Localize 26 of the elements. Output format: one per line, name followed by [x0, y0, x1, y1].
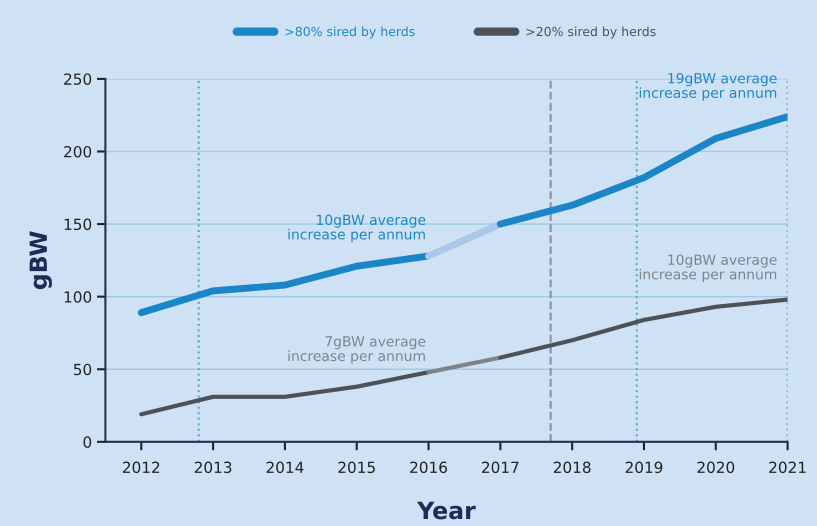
annotation: 10gBW average increase per annum	[288, 214, 426, 242]
x-tick-label: 2013	[194, 462, 232, 474]
x-axis-title: Year	[416, 502, 476, 520]
x-tick-label: 2019	[626, 462, 662, 474]
x-tick-label: 2017	[482, 462, 518, 474]
y-axis-title: gBW	[30, 231, 52, 290]
x-tick-label: 2016	[410, 462, 448, 474]
legend-label: >80% sired by herds	[286, 26, 415, 39]
x-tick-label: 2018	[554, 462, 591, 474]
y-tick-label: 150	[64, 218, 92, 230]
y-tick-label: 50	[74, 364, 92, 376]
y-tick-label: 250	[64, 73, 92, 85]
x-tick-label: 2021	[769, 462, 806, 474]
y-tick-label: 200	[64, 146, 92, 158]
x-tick-label: 2015	[338, 462, 375, 474]
annotation: 10gBW average increase per annum	[640, 254, 777, 282]
line-series	[498, 297, 788, 360]
y-tick-label: 0	[83, 436, 92, 448]
line-series	[139, 370, 431, 416]
annotation: 19gBW average increase per annum	[640, 72, 777, 101]
x-tick-label: 2012	[122, 462, 160, 474]
annotation: 7gBW average increase per annum	[288, 336, 426, 364]
legend-label: >20% sired by herds	[526, 26, 656, 39]
x-tick-label: 2020	[697, 462, 734, 474]
y-tick-label: 100	[64, 291, 92, 303]
x-tick-label: 2014	[266, 462, 304, 474]
